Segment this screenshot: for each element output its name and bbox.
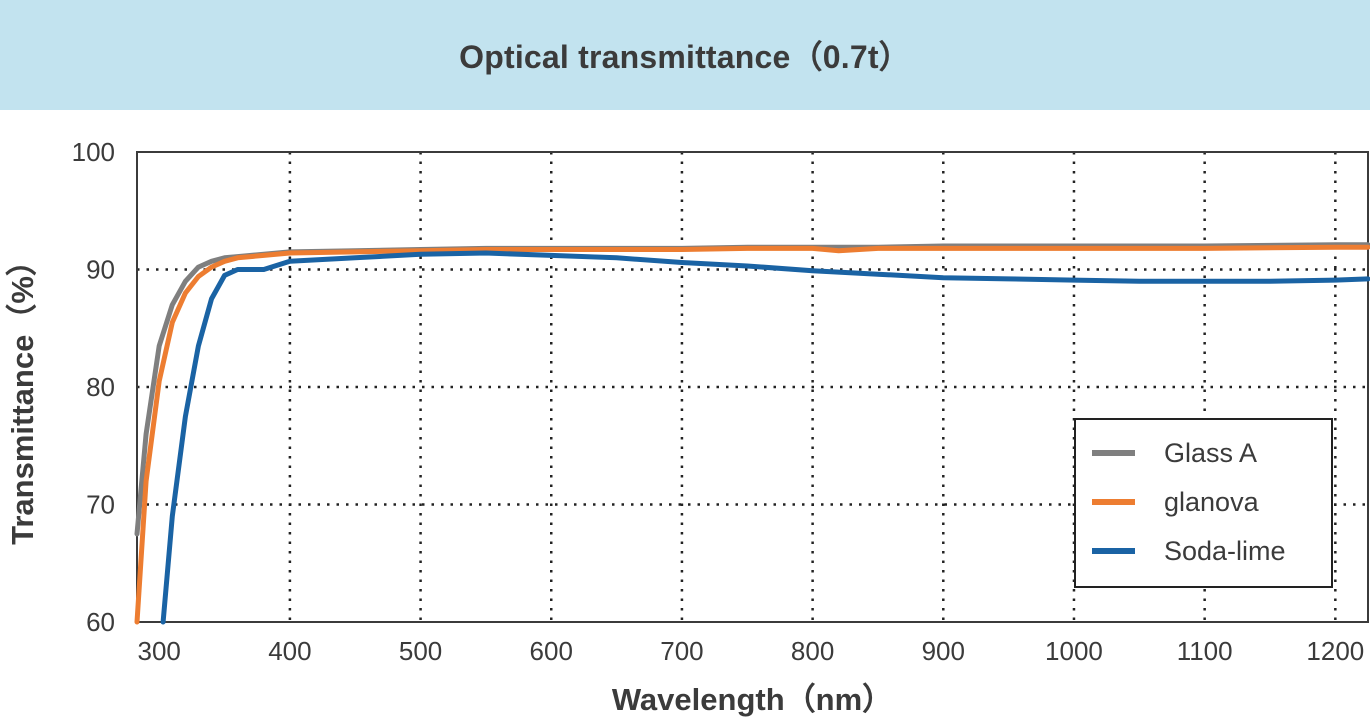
y-tick-label: 60 (86, 607, 115, 637)
legend: Glass A glanova Soda-lime (1074, 418, 1333, 588)
tick-layer: 300 400 500 600 700 800 900 1000 1100 1200 60 70 80 9… (72, 137, 1365, 666)
x-tick-label: 1100 (1177, 636, 1233, 666)
legend-label: Soda-lime (1164, 536, 1286, 566)
transmittance-chart: 300 400 500 600 700 800 900 1000 1100 1200 60 70 80 9… (5, 137, 1370, 717)
x-tick-label: 900 (922, 636, 965, 666)
y-tick-label: 100 (72, 137, 115, 167)
series-layer (134, 242, 1370, 625)
x-axis-label: Wavelength（nm） (612, 682, 893, 717)
y-tick-label: 80 (86, 372, 115, 402)
x-tick-label: 400 (268, 636, 311, 666)
y-tick-label: 70 (86, 490, 115, 520)
title-banner: Optical transmittance（0.7t） (0, 0, 1370, 110)
y-tick-label: 90 (86, 255, 115, 285)
x-tick-label: 500 (399, 636, 442, 666)
x-tick-label: 600 (530, 636, 573, 666)
x-tick-label: 1000 (1045, 636, 1103, 666)
series-line-glanova (134, 244, 1370, 625)
legend-label: glanova (1164, 487, 1260, 517)
x-tick-label: 800 (791, 636, 834, 666)
series-line-soda-lime (160, 250, 1370, 625)
plot-frame (136, 151, 1369, 623)
legend-label: Glass A (1164, 438, 1257, 468)
x-tick-label: 1200 (1306, 636, 1364, 666)
y-axis-label: Transmittance（%） (5, 245, 40, 545)
chart-title: Optical transmittance（0.7t） (459, 39, 911, 75)
x-tick-label: 700 (660, 636, 703, 666)
x-tick-label: 300 (138, 636, 181, 666)
